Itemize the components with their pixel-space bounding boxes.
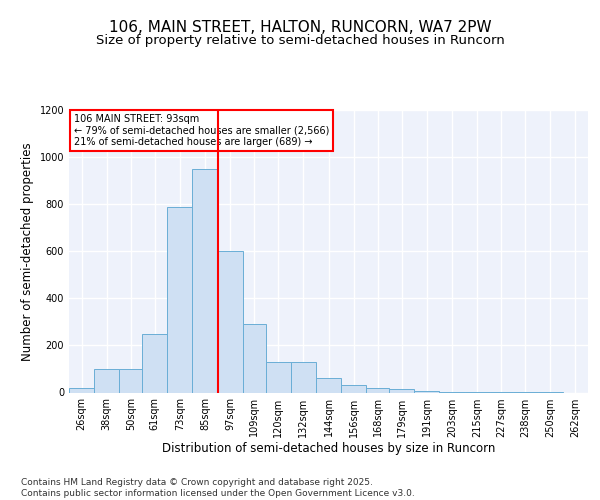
Bar: [389, 389, 415, 392]
Bar: [94, 369, 119, 392]
Text: 106, MAIN STREET, HALTON, RUNCORN, WA7 2PW: 106, MAIN STREET, HALTON, RUNCORN, WA7 2…: [109, 20, 491, 35]
Bar: [218, 252, 242, 392]
Bar: [142, 334, 167, 392]
Bar: [291, 362, 316, 392]
Bar: [242, 324, 266, 392]
Bar: [341, 386, 366, 392]
Text: Size of property relative to semi-detached houses in Runcorn: Size of property relative to semi-detach…: [95, 34, 505, 47]
Bar: [366, 388, 389, 392]
Bar: [119, 369, 142, 392]
Bar: [266, 362, 291, 392]
X-axis label: Distribution of semi-detached houses by size in Runcorn: Distribution of semi-detached houses by …: [162, 442, 495, 456]
Y-axis label: Number of semi-detached properties: Number of semi-detached properties: [21, 142, 34, 360]
Text: Contains HM Land Registry data © Crown copyright and database right 2025.
Contai: Contains HM Land Registry data © Crown c…: [21, 478, 415, 498]
Text: 106 MAIN STREET: 93sqm
← 79% of semi-detached houses are smaller (2,566)
21% of : 106 MAIN STREET: 93sqm ← 79% of semi-det…: [74, 114, 329, 148]
Bar: [167, 206, 193, 392]
Bar: [193, 169, 218, 392]
Bar: [316, 378, 341, 392]
Bar: [69, 388, 94, 392]
